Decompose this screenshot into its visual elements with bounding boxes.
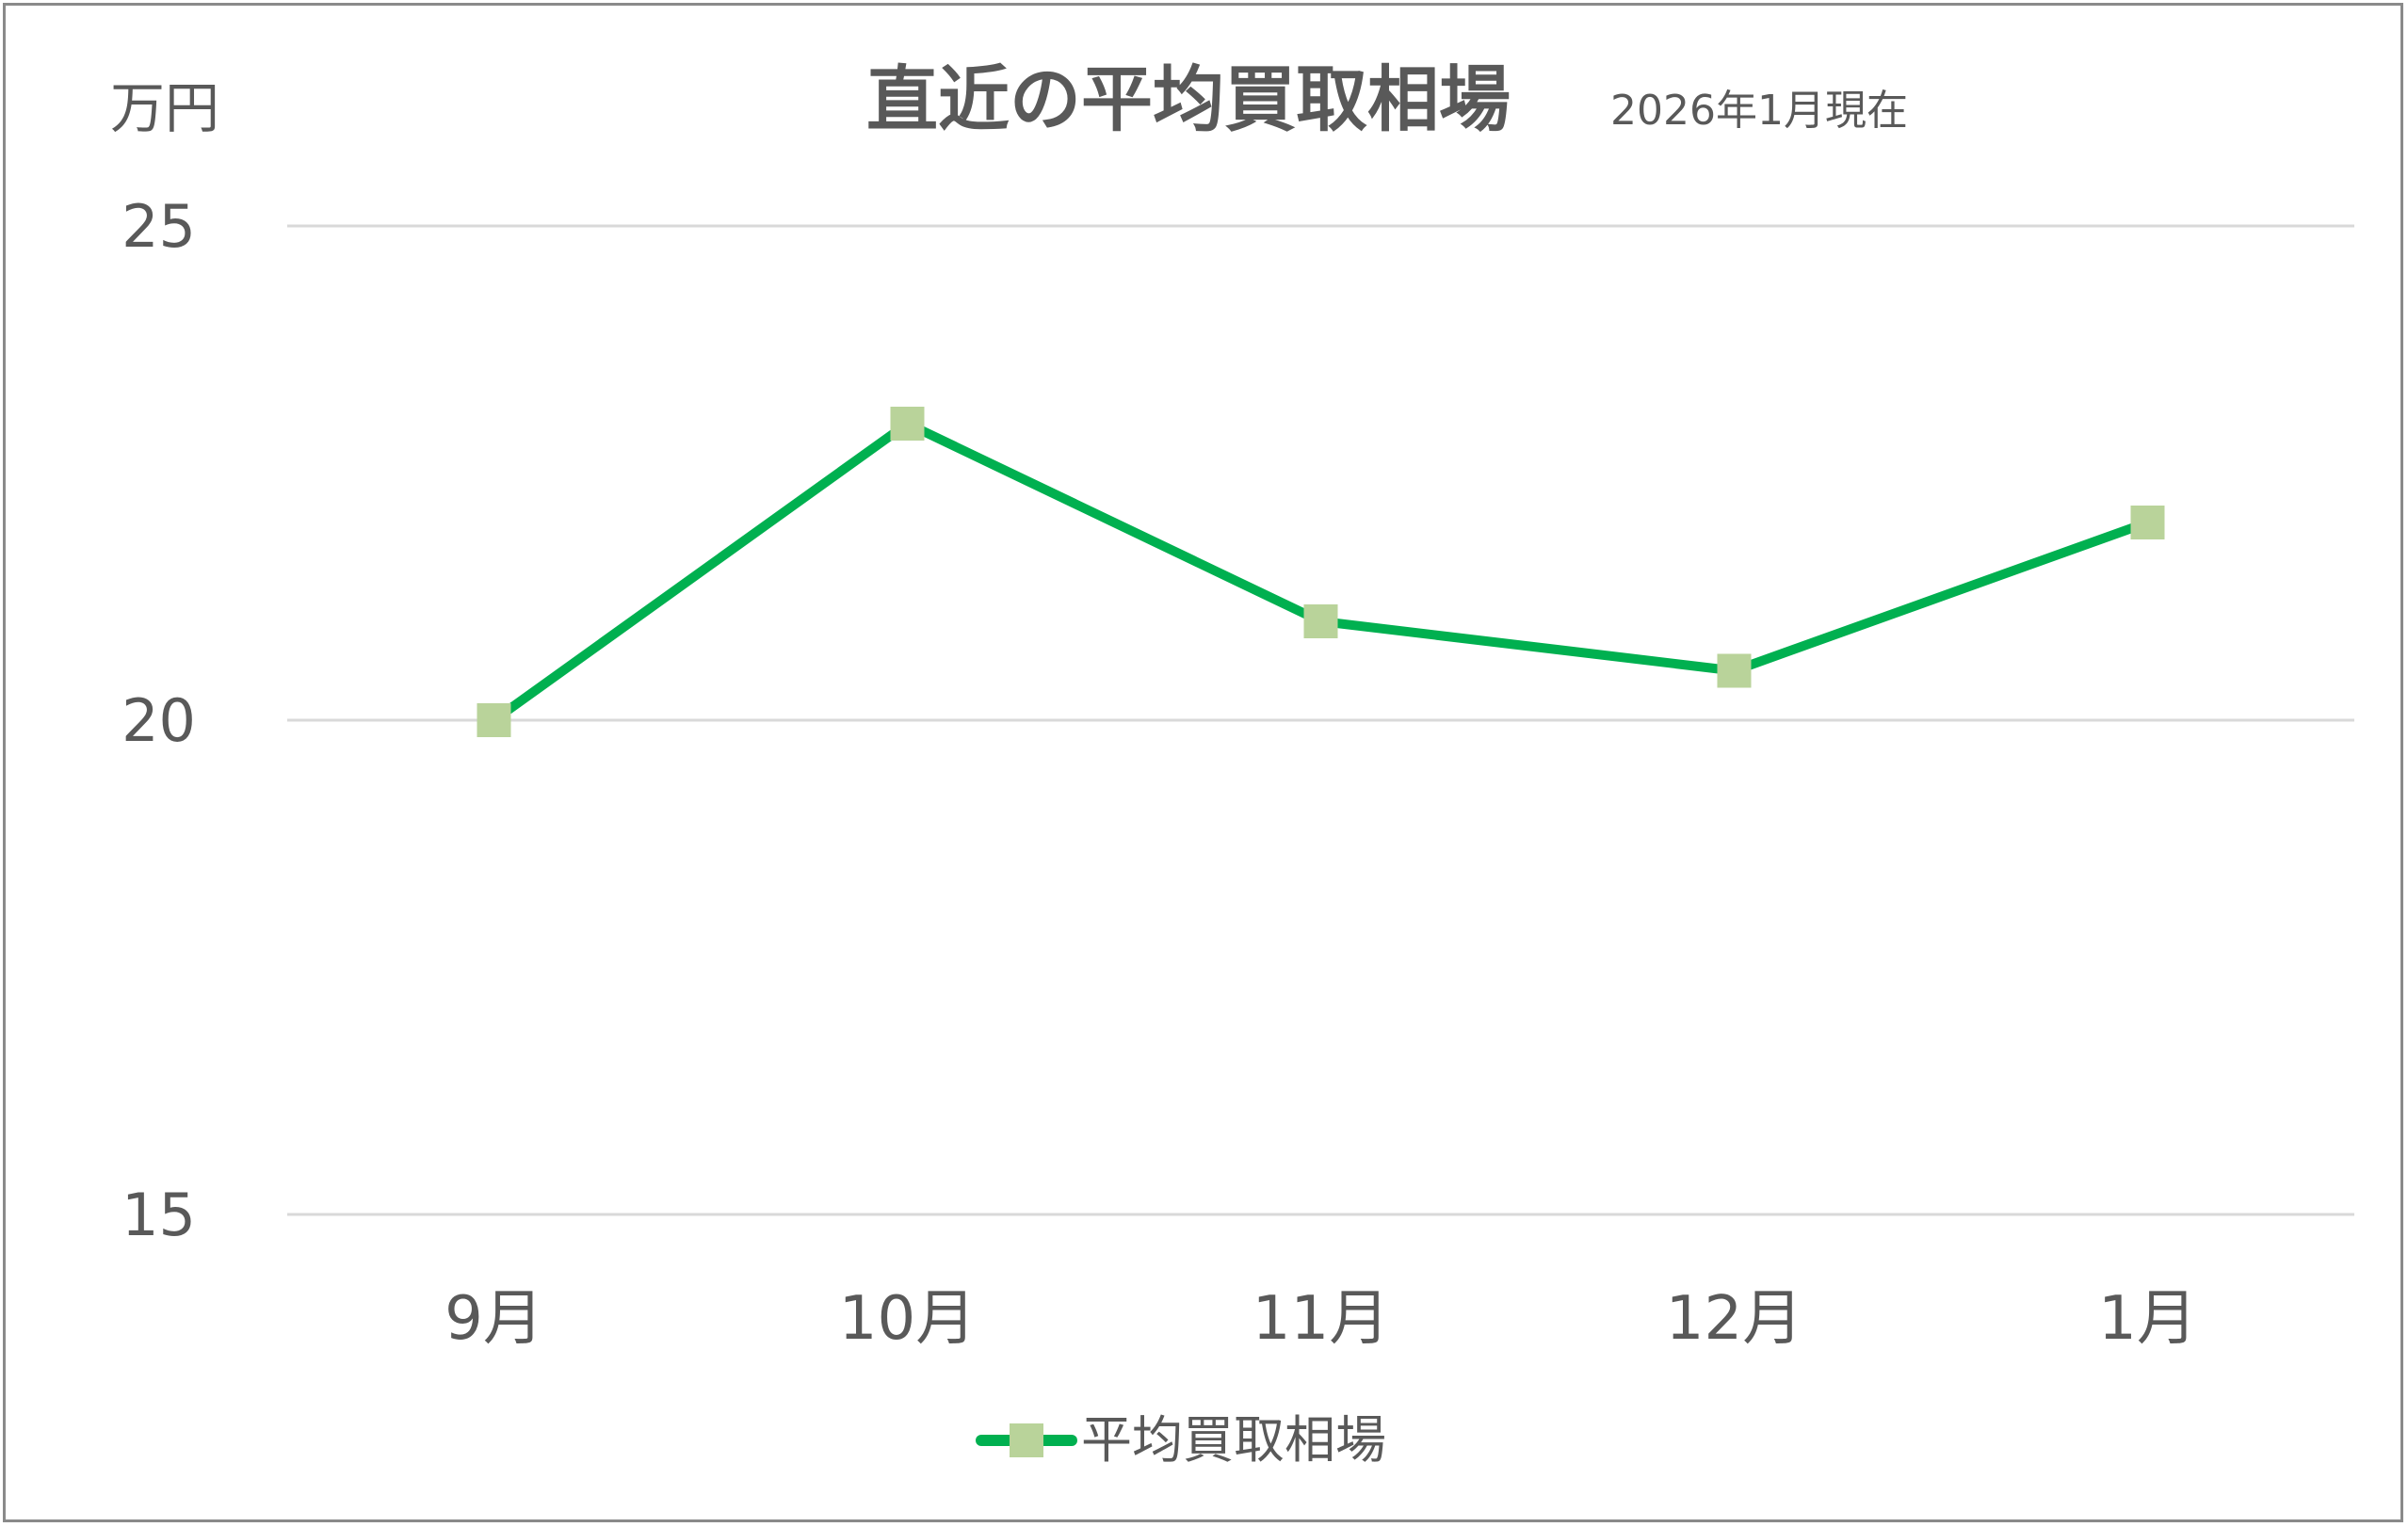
legend: 平均買取相場 (976, 1410, 1386, 1470)
x-tick-label: 10月 (839, 1284, 976, 1354)
x-tick-label: 12月 (1666, 1284, 1802, 1354)
y-axis-ticks: 25 20 15 (121, 192, 196, 1249)
y-tick-label: 15 (121, 1181, 196, 1249)
y-axis-unit-label: 万円 (110, 76, 219, 140)
x-tick-label: 11月 (1252, 1284, 1389, 1354)
legend-label: 平均買取相場 (1081, 1410, 1386, 1470)
data-point-marker (890, 407, 925, 441)
y-tick-label: 20 (121, 686, 196, 755)
x-tick-label: 9月 (444, 1284, 543, 1354)
legend-marker-swatch (1010, 1423, 1043, 1457)
data-point-marker (1717, 653, 1752, 688)
x-axis-ticks: 9月 10月 11月 12月 1月 (444, 1284, 2197, 1354)
chart-title: 直近の平均買取相場 (866, 57, 1511, 141)
y-tick-label: 25 (121, 192, 196, 261)
data-point-marker (477, 703, 511, 737)
data-point-marker (1303, 604, 1338, 638)
x-tick-label: 1月 (2098, 1284, 2197, 1354)
series-layer (477, 407, 2165, 737)
gridlines (287, 224, 2354, 1216)
data-point-marker (2130, 506, 2165, 539)
chart-frame (3, 3, 2403, 1522)
chart-subtitle: 2026年1月現在 (1610, 87, 1908, 135)
series-line (489, 419, 2153, 725)
